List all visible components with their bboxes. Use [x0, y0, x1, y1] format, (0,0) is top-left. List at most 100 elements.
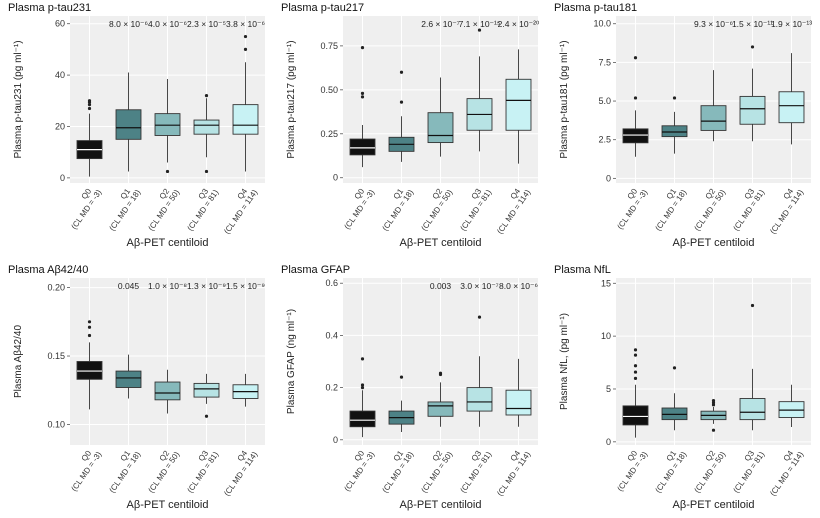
y-tick-label: 0.25 [320, 129, 338, 139]
panel-title: Plasma GFAP [281, 264, 350, 276]
panel-title: Plasma Aβ42/40 [8, 264, 88, 276]
box-Q3 [193, 373, 220, 418]
box-Q1 [115, 354, 142, 399]
x-tick-label: Q0(CL MD = -3) [335, 445, 376, 493]
y-axis-label: Plasma p-tau217 (pg ml⁻¹) [286, 40, 297, 158]
outlier-point [633, 353, 638, 357]
box-Q0 [622, 348, 649, 438]
x-tick-label: Q3(CL MD = 81) [451, 445, 493, 495]
p-value-label: 1.0 × 10⁻⁸ [148, 281, 187, 291]
box-Q4 [505, 49, 532, 164]
box-body [427, 401, 454, 417]
outlier-point [243, 34, 248, 39]
x-tick-label: Q4(CL MD = 114) [761, 183, 806, 236]
y-tick-label: 0.50 [320, 85, 338, 95]
y-tick-label: 0.2 [325, 383, 338, 393]
y-axis-label: Plasma GFAP (ng ml⁻¹) [286, 309, 297, 414]
panel-2: Plasma p-tau217 0 0.25 0.50 0.75 Plasma p-tau… [281, 2, 540, 249]
box-body [154, 381, 181, 401]
box-Q3 [739, 303, 766, 431]
p-value-label: 8.0 × 10⁻⁶ [109, 19, 148, 29]
x-tick-label: Q4(CL MD = 114) [761, 445, 806, 498]
outlier-point [87, 106, 92, 111]
outlier-point [87, 103, 92, 107]
outlier-point [360, 383, 365, 387]
box-Q0 [349, 357, 376, 438]
x-axis-label: Aβ-PET centiloid [673, 499, 755, 511]
x-axis-label: Aβ-PET centiloid [127, 237, 209, 249]
y-tick-label: 0 [333, 435, 338, 445]
p-value-label: 3.8 × 10⁻⁶ [226, 19, 265, 29]
x-tick-label: Q2(CL MD = 50) [139, 445, 181, 495]
outlier-point [477, 315, 482, 319]
x-tick-label: Q0(CL MD = -3) [608, 183, 649, 231]
outlier-point [360, 385, 365, 390]
outlier-point [243, 47, 248, 52]
outlier-point [672, 366, 677, 370]
outlier-point [750, 303, 755, 308]
box-body [778, 91, 805, 124]
x-tick-label: Q0(CL MD = -3) [608, 445, 649, 493]
box-Q2 [700, 399, 727, 432]
outlier-point [87, 333, 92, 338]
x-tick-label: Q3(CL MD = 81) [724, 445, 766, 495]
x-tick-label: Q1(CL MD = 18) [373, 445, 415, 495]
panel-title: Plasma NfL [554, 264, 611, 276]
box-body [505, 389, 532, 416]
p-value-label: 7.1 × 10⁻¹⁵ [459, 19, 501, 29]
y-tick-label: 40 [55, 70, 65, 80]
box-Q2 [427, 371, 454, 427]
box-body [661, 125, 688, 138]
box-Q1 [115, 72, 142, 172]
x-tick-label: Q1(CL MD = 18) [646, 183, 688, 233]
outlier-point [399, 70, 404, 74]
box-body [739, 398, 766, 421]
y-tick-label: 0.75 [320, 41, 338, 51]
panel-5: Plasma GFAP 0 0.2 0.4 0.6 Plasma GFAP (ng ml⁻… [281, 264, 538, 511]
y-tick-label: 5.0 [598, 96, 611, 106]
p-value-label: 4.0 × 10⁻⁶ [148, 19, 187, 29]
box-Q2 [427, 77, 454, 157]
box-Q1 [388, 70, 415, 162]
x-axis-label: Aβ-PET centiloid [127, 499, 209, 511]
x-tick-label: Q2(CL MD = 50) [685, 183, 727, 233]
panel-title: Plasma p-tau231 [8, 2, 91, 14]
outlier-point [633, 96, 638, 100]
box-body [700, 105, 727, 131]
y-tick-label: 0.10 [47, 419, 65, 429]
x-tick-label: Q3(CL MD = 81) [178, 183, 220, 233]
p-value-label: 0.045 [118, 281, 140, 291]
x-tick-label: Q2(CL MD = 50) [412, 183, 454, 233]
box-body [427, 112, 454, 144]
y-tick-label: 0.15 [47, 351, 65, 361]
outlier-point [633, 348, 638, 352]
x-axis-label: Aβ-PET centiloid [673, 237, 755, 249]
x-tick-label: Q3(CL MD = 81) [451, 183, 493, 233]
panel-title: Plasma p-tau181 [554, 2, 637, 14]
x-tick-label: Q4(CL MD = 114) [488, 183, 533, 236]
y-tick-label: 20 [55, 121, 65, 131]
y-tick-label: 0 [60, 173, 65, 183]
box-Q3 [739, 45, 766, 142]
box-Q4 [232, 34, 259, 172]
y-axis-label: Plasma p-tau181 (pg ml⁻¹) [559, 40, 570, 158]
outlier-point [360, 46, 365, 50]
y-tick-label: 10 [601, 331, 611, 341]
box-Q0 [76, 99, 103, 177]
x-tick-label: Q3(CL MD = 81) [724, 183, 766, 233]
x-tick-label: Q4(CL MD = 114) [215, 183, 260, 236]
p-value-label: 0.003 [430, 281, 452, 291]
y-axis-label: Plasma NfL, (pg ml⁻¹) [559, 313, 570, 410]
box-body [193, 119, 220, 135]
box-body [232, 104, 259, 135]
x-tick-label: Q1(CL MD = 18) [100, 445, 142, 495]
outlier-point [711, 428, 716, 432]
box-Q4 [232, 373, 259, 407]
x-axis-label: Aβ-PET centiloid [400, 499, 482, 511]
y-tick-label: 15 [601, 278, 611, 288]
box-body [115, 370, 142, 388]
x-tick-label: Q2(CL MD = 50) [412, 445, 454, 495]
p-value-label: 3.0 × 10⁻⁷ [460, 281, 499, 291]
box-body [193, 382, 220, 398]
